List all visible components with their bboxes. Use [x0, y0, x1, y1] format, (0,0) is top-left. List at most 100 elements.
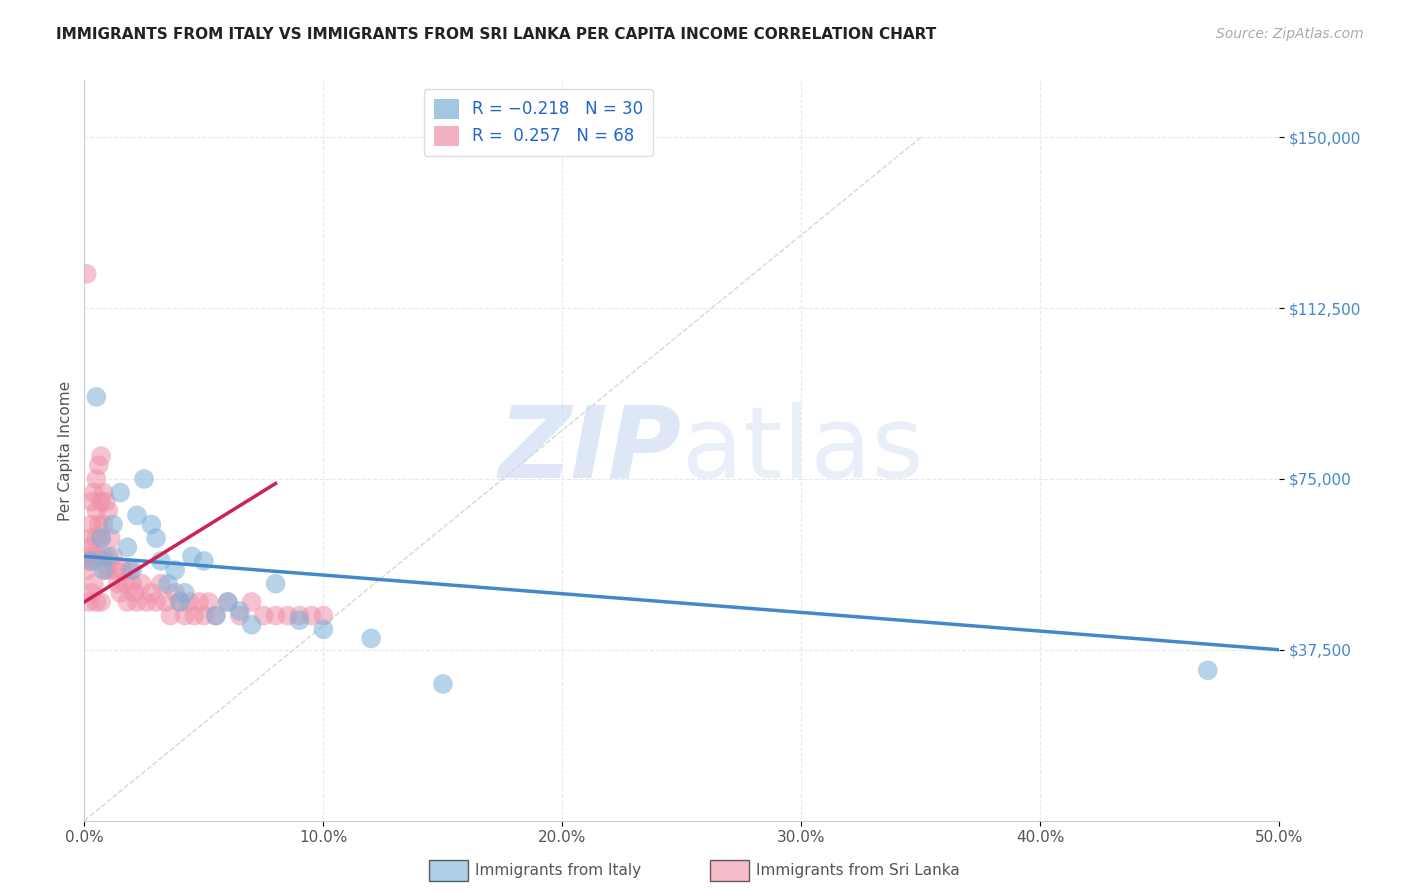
- Text: Immigrants from Sri Lanka: Immigrants from Sri Lanka: [756, 863, 960, 878]
- Point: [157, 576, 180, 591]
- Point: [169, 595, 191, 609]
- Point: [86, 472, 108, 486]
- Text: atlas: atlas: [682, 402, 924, 499]
- Point: [76, 563, 98, 577]
- Point: [197, 595, 219, 609]
- Point: [229, 608, 252, 623]
- Text: IMMIGRANTS FROM ITALY VS IMMIGRANTS FROM SRI LANKA PER CAPITA INCOME CORRELATION: IMMIGRANTS FROM ITALY VS IMMIGRANTS FROM…: [56, 27, 936, 42]
- Y-axis label: Per Capita Income: Per Capita Income: [58, 380, 73, 521]
- Point: [93, 549, 115, 564]
- Point: [90, 531, 112, 545]
- Point: [432, 677, 454, 691]
- Point: [217, 595, 239, 609]
- Point: [173, 608, 195, 623]
- Point: [114, 576, 136, 591]
- Point: [277, 608, 299, 623]
- Point: [188, 595, 211, 609]
- Point: [87, 458, 110, 473]
- Point: [312, 608, 335, 623]
- Point: [117, 541, 139, 555]
- Point: [76, 267, 98, 281]
- Point: [107, 576, 129, 591]
- Point: [111, 563, 134, 577]
- Text: Immigrants from Italy: Immigrants from Italy: [475, 863, 641, 878]
- Point: [80, 531, 103, 545]
- Point: [110, 586, 132, 600]
- Point: [131, 576, 153, 591]
- Point: [149, 554, 172, 568]
- Point: [183, 608, 205, 623]
- Point: [135, 595, 157, 609]
- Point: [100, 531, 122, 545]
- Point: [86, 504, 108, 518]
- Point: [97, 563, 120, 577]
- Point: [173, 586, 195, 600]
- Point: [87, 549, 110, 564]
- Point: [217, 595, 239, 609]
- Point: [125, 508, 148, 523]
- Point: [90, 595, 112, 609]
- Point: [80, 586, 103, 600]
- Point: [264, 576, 287, 591]
- Point: [86, 595, 108, 609]
- Point: [132, 472, 156, 486]
- Text: Source: ZipAtlas.com: Source: ZipAtlas.com: [1216, 27, 1364, 41]
- Point: [312, 622, 335, 636]
- Point: [179, 595, 201, 609]
- Point: [301, 608, 323, 623]
- Point: [149, 576, 172, 591]
- Point: [76, 549, 98, 564]
- Point: [121, 576, 143, 591]
- Legend: R = −0.218   N = 30, R =  0.257   N = 68: R = −0.218 N = 30, R = 0.257 N = 68: [423, 88, 654, 156]
- Point: [93, 563, 115, 577]
- Point: [141, 586, 163, 600]
- Point: [360, 632, 382, 646]
- Point: [288, 608, 311, 623]
- Point: [205, 608, 228, 623]
- Point: [264, 608, 287, 623]
- Point: [165, 563, 187, 577]
- Point: [77, 595, 100, 609]
- Point: [77, 554, 100, 568]
- Point: [104, 563, 127, 577]
- Point: [101, 517, 124, 532]
- Point: [193, 608, 215, 623]
- Point: [145, 531, 167, 545]
- Point: [90, 531, 112, 545]
- Point: [94, 494, 117, 508]
- Point: [165, 586, 187, 600]
- Point: [121, 563, 143, 577]
- Point: [93, 485, 115, 500]
- Point: [93, 517, 115, 532]
- Point: [240, 617, 263, 632]
- Point: [253, 608, 276, 623]
- Point: [124, 586, 146, 600]
- Point: [83, 549, 105, 564]
- Point: [145, 595, 167, 609]
- Point: [83, 576, 105, 591]
- Point: [90, 449, 112, 463]
- Point: [110, 485, 132, 500]
- Point: [125, 595, 148, 609]
- Point: [1197, 663, 1219, 677]
- Point: [101, 549, 124, 564]
- Point: [181, 549, 204, 564]
- Point: [141, 517, 163, 532]
- Point: [86, 531, 108, 545]
- Text: ZIP: ZIP: [499, 402, 682, 499]
- Point: [80, 517, 103, 532]
- Point: [94, 563, 117, 577]
- Point: [169, 595, 191, 609]
- Point: [229, 604, 252, 618]
- Point: [205, 608, 228, 623]
- Point: [90, 494, 112, 508]
- Point: [117, 595, 139, 609]
- Point: [80, 494, 103, 508]
- Point: [193, 554, 215, 568]
- Point: [240, 595, 263, 609]
- Point: [118, 563, 141, 577]
- Point: [159, 608, 181, 623]
- Point: [83, 485, 105, 500]
- Point: [86, 390, 108, 404]
- Point: [155, 595, 177, 609]
